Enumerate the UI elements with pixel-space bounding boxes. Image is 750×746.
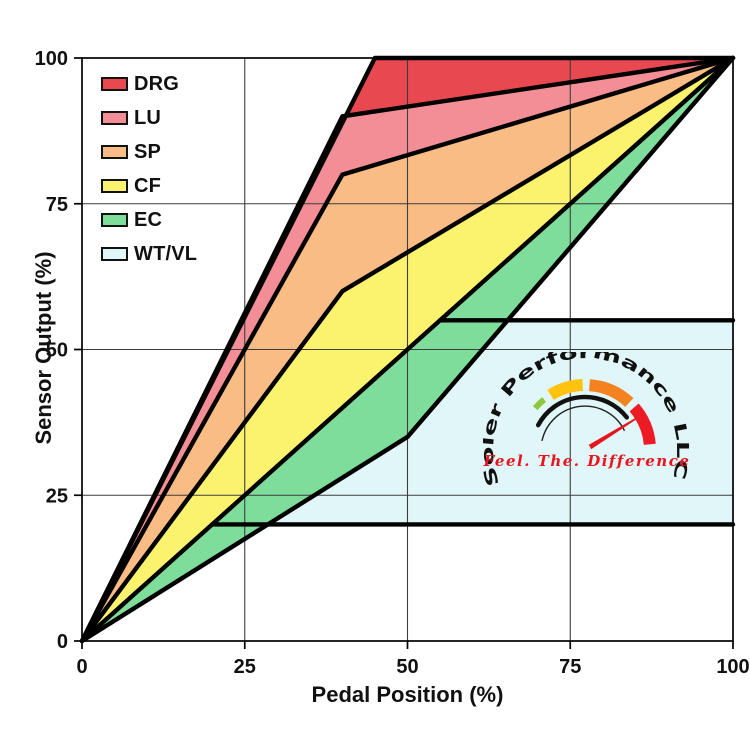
curve-SP xyxy=(79,55,736,644)
gauge-yellow-segment-icon xyxy=(547,379,584,401)
legend-swatch-icon xyxy=(101,145,128,159)
legend-item-cf: CF xyxy=(101,174,197,197)
curve-WT xyxy=(79,55,736,644)
legend-item-ec: EC xyxy=(101,208,197,231)
y-tick-label: 75 xyxy=(46,194,68,216)
legend-swatch-icon xyxy=(101,77,128,91)
legend-label: EC xyxy=(134,208,163,231)
gauge-red-segment-icon xyxy=(629,403,656,446)
legend-label: CF xyxy=(134,174,162,197)
legend-swatch-icon xyxy=(101,111,128,125)
curve-EC xyxy=(79,55,736,644)
x-axis-title: Pedal Position (%) xyxy=(311,682,504,707)
legend-item-wt-vl: WT/VL xyxy=(101,242,198,265)
curve-CF xyxy=(79,55,736,644)
legend-item-lu: LU xyxy=(101,106,197,129)
x-tick-label: 50 xyxy=(396,656,418,678)
gauge-needle-icon xyxy=(588,417,638,450)
legend-swatch-icon xyxy=(101,179,128,193)
x-tick-label: 100 xyxy=(716,656,749,678)
y-tick-label: 25 xyxy=(46,485,68,507)
region-WT-VL-band xyxy=(268,320,733,525)
curve-LU xyxy=(79,55,736,644)
x-tick-label: 75 xyxy=(559,656,581,678)
x-tick-label: 25 xyxy=(234,656,256,678)
legend-item-drg: DRG xyxy=(101,72,197,95)
legend-label: LU xyxy=(134,106,162,129)
gauge-green-segment-icon xyxy=(532,397,547,411)
soler-performance-logo: Soler Performance LLC Feel. The. Differe… xyxy=(483,352,692,487)
y-tick-label: 0 xyxy=(57,631,68,653)
legend-item-sp: SP xyxy=(101,140,197,163)
y-tick-label: 50 xyxy=(46,340,68,362)
gauge-inner-arc-icon xyxy=(541,405,626,442)
gauge-outer-arc-icon xyxy=(535,394,630,428)
logo-tagline: Feel. The. Difference xyxy=(483,452,690,470)
legend-swatch-icon xyxy=(101,247,128,261)
legend-label: WT/VL xyxy=(134,242,198,265)
y-tick-label: 100 xyxy=(35,48,68,70)
legend-label: SP xyxy=(134,140,162,163)
gauge-orange-segment-icon xyxy=(588,379,634,408)
x-tick-label: 0 xyxy=(76,656,87,678)
legend: DRG LU SP CF EC WT/VL xyxy=(101,72,198,278)
legend-swatch-icon xyxy=(101,213,128,227)
legend-label: DRG xyxy=(134,72,180,95)
